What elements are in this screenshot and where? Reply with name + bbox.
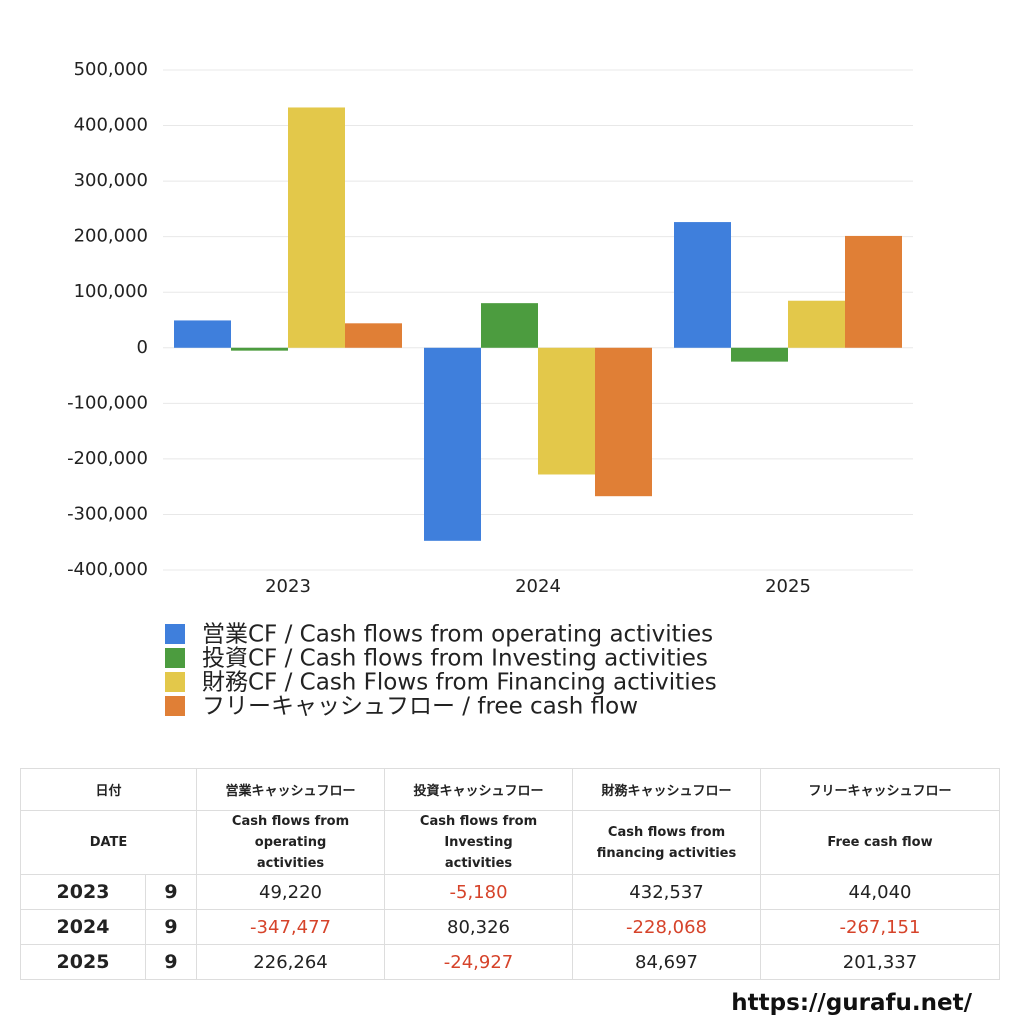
legend-swatch — [165, 648, 185, 668]
y-tick-label: -100,000 — [67, 392, 148, 413]
data-row: 2025 9 226,264 -24,927 84,697 201,337 — [20, 944, 1000, 980]
legend-swatch — [165, 624, 185, 644]
data-row: 2024 9 -347,477 80,326 -228,068 -267,151 — [20, 909, 1000, 945]
bar — [424, 347, 481, 541]
table-cell: -347,477 — [196, 909, 386, 945]
table-cell: 226,264 — [196, 944, 386, 980]
header-cell: 財務キャッシュフロー — [572, 768, 762, 811]
legend-label: 財務CF / Cash Flows from Financing activit… — [202, 670, 717, 696]
header-cell: 投資キャッシュフロー — [384, 768, 574, 811]
header-row: 日付 営業キャッシュフロー 投資キャッシュフロー 財務キャッシュフロー フリーキ… — [19, 768, 1000, 811]
table-cell: 49,220 — [196, 874, 386, 910]
bar — [231, 347, 288, 351]
subheader-text: Cash flows from Investing activities — [419, 814, 538, 871]
chart: -400,000 -300,000 -200,000 -100,000 0 100,000… — [67, 59, 913, 720]
bar — [174, 320, 231, 348]
table-cell: 2025 — [20, 944, 146, 980]
bar — [288, 107, 345, 348]
bar — [731, 347, 788, 362]
subheader-cell: Cash flows from Investing activities — [384, 810, 574, 875]
subheader-cell: Cash flows from operating activities — [196, 810, 386, 875]
bar — [481, 303, 538, 348]
y-tick-label: -400,000 — [67, 559, 148, 580]
table-cell: -267,151 — [760, 909, 1000, 945]
table-cell: 9 — [144, 874, 198, 910]
bar — [674, 222, 731, 348]
table-cell: 432,537 — [572, 874, 762, 910]
subheader-cell: DATE — [19, 810, 198, 875]
header-cell: 営業キャッシュフロー — [196, 768, 386, 811]
table-cell: 9 — [144, 909, 198, 945]
table-cell: 44,040 — [760, 874, 1000, 910]
y-tick-label: 300,000 — [74, 170, 148, 191]
header-cell: フリーキャッシュフロー — [760, 768, 1000, 811]
x-tick-label: 2025 — [765, 576, 811, 597]
data-row: 2023 9 49,220 -5,180 432,537 44,040 — [20, 874, 1000, 910]
bar — [345, 323, 402, 348]
table-cell: 80,326 — [384, 909, 574, 945]
y-tick-label: 400,000 — [74, 115, 148, 136]
y-tick-label: 500,000 — [74, 59, 148, 80]
y-tick-label: 200,000 — [74, 226, 148, 247]
legend-label: 投資CF / Cash flows from Investing activit… — [202, 646, 708, 672]
x-tick-label: 2024 — [515, 576, 561, 597]
legend-swatch — [165, 696, 185, 716]
subheader-cell: Free cash flow — [760, 810, 1000, 875]
subheader-text: Cash flows from operating activities — [231, 814, 350, 871]
footer-url: https://gurafu.net/ — [731, 990, 972, 1016]
bar — [788, 300, 845, 348]
x-tick-label: 2023 — [265, 576, 311, 597]
table-cell: 84,697 — [572, 944, 762, 980]
table-cell: 2023 — [20, 874, 146, 910]
y-tick-label: 100,000 — [74, 281, 148, 302]
header-cell: 日付 — [19, 768, 198, 811]
table-cell: 2024 — [20, 909, 146, 945]
subheader-cell: Cash flows from financing activities — [572, 810, 762, 875]
table-cell: -5,180 — [384, 874, 574, 910]
subheader-text: Free cash flow — [827, 835, 933, 850]
y-tick-label: 0 — [137, 337, 148, 358]
table-cell: -228,068 — [572, 909, 762, 945]
legend-label: フリーキャッシュフロー / free cash flow — [202, 694, 638, 720]
legend-swatch — [165, 672, 185, 692]
bar — [538, 347, 595, 475]
legend-label: 営業CF / Cash flows from operating activit… — [202, 622, 713, 648]
bar — [595, 347, 652, 497]
subheader-text: Cash flows from financing activities — [596, 824, 737, 861]
table-cell: 9 — [144, 944, 198, 980]
y-tick-label: -200,000 — [67, 448, 148, 469]
table-cell: 201,337 — [760, 944, 1000, 980]
bar — [845, 235, 902, 348]
data-table: 日付 営業キャッシュフロー 投資キャッシュフロー 財務キャッシュフロー フリーキ… — [19, 768, 1000, 980]
subheader-row: DATE Cash flows from operating activitie… — [19, 810, 1000, 875]
y-tick-label: -300,000 — [67, 503, 148, 524]
table-cell: -24,927 — [384, 944, 574, 980]
